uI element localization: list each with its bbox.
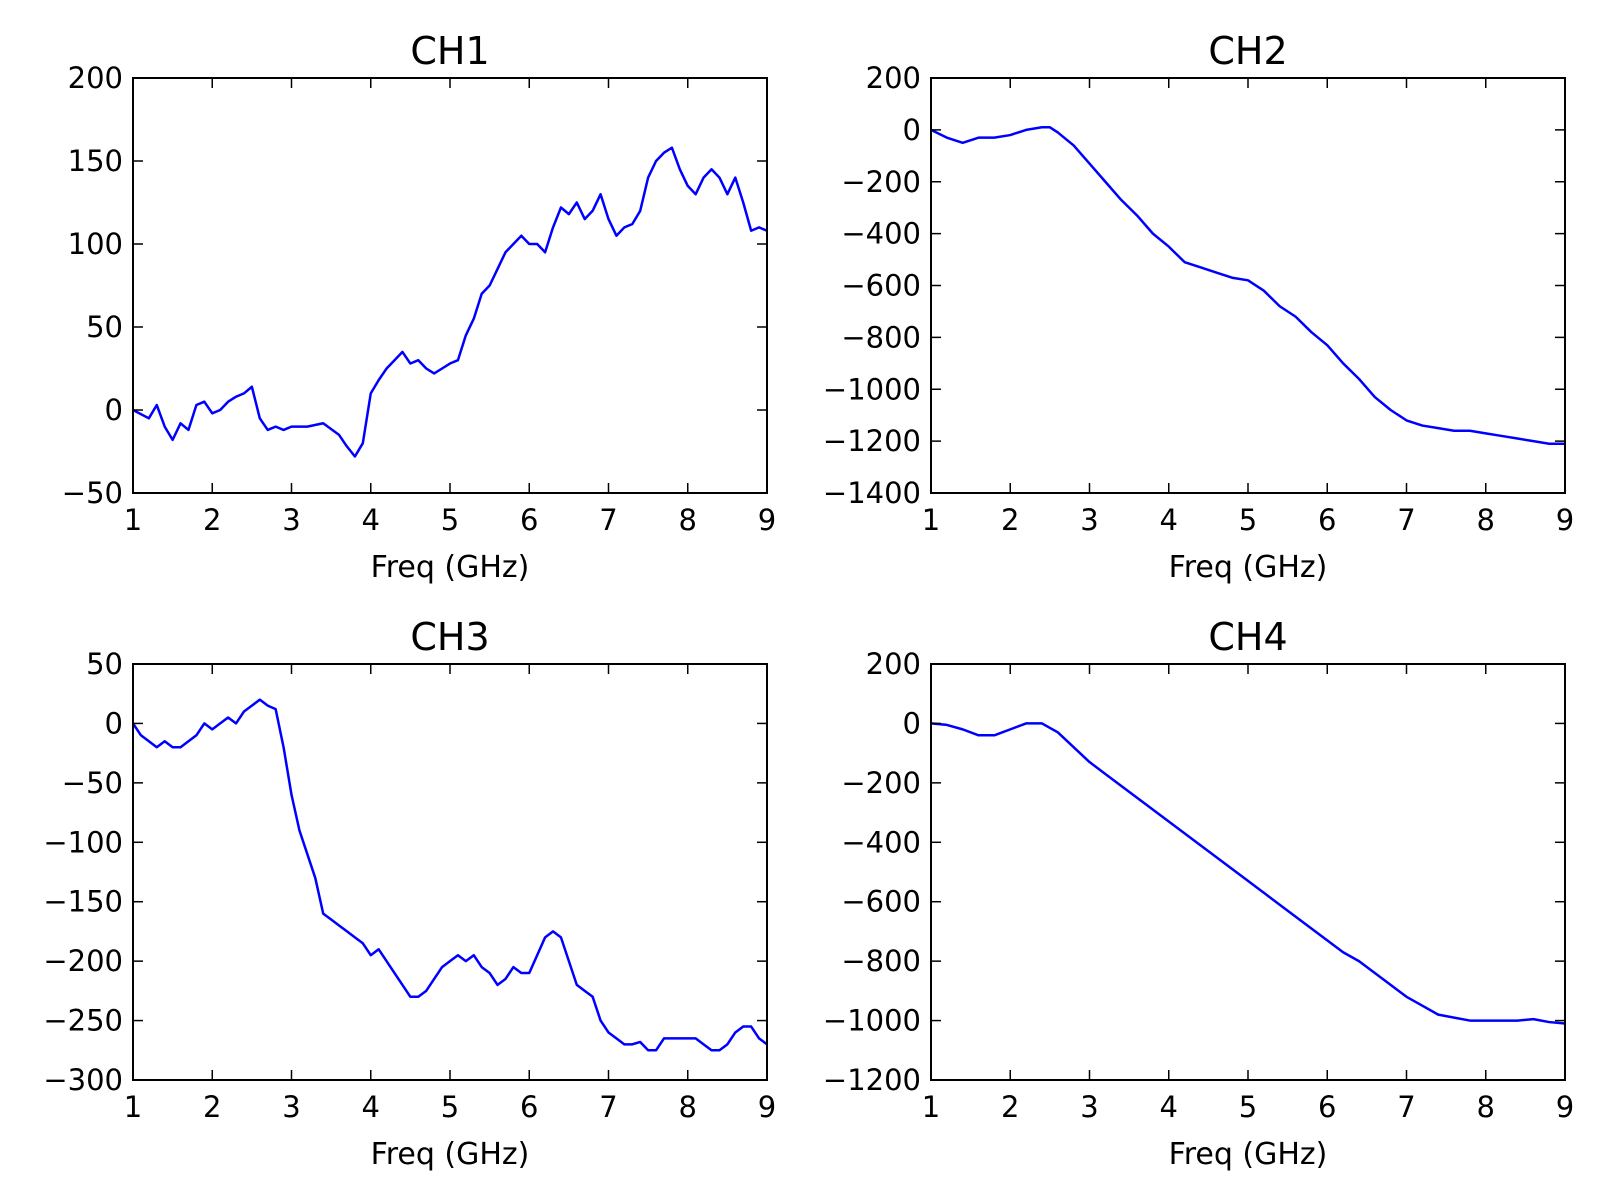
x-tick-label: 8	[679, 503, 697, 537]
plot-frame	[930, 663, 1566, 1081]
x-tick-label: 4	[362, 503, 380, 537]
data-line	[930, 722, 1566, 1025]
subplot-ch2: CH2 1 2 3 4 5 6 7 8 9 −1400 −1200 −1000 −800 −600 −400 −…	[823, 29, 1574, 585]
x-tick-label: 9	[758, 503, 776, 537]
y-tick-label: −300	[43, 1063, 123, 1097]
y-tick-label: −400	[841, 825, 921, 859]
x-tick-label: 3	[1080, 1090, 1098, 1124]
x-tick-label: 4	[1160, 1090, 1178, 1124]
y-tick-label: 0	[105, 393, 123, 427]
subplot-ch1: CH1 1 2 3 4 5 6 7 8 9 −50 0 50 100 150 200 Freq (GHz)	[62, 29, 776, 585]
x-tick-label: 6	[520, 503, 538, 537]
x-axis-label: Freq (GHz)	[371, 1137, 530, 1172]
y-tick-label: −50	[62, 476, 123, 510]
x-tick-label: 4	[362, 1090, 380, 1124]
x-tick-label: 5	[441, 503, 459, 537]
y-tick-label: 0	[903, 706, 921, 740]
x-tick-label: 5	[441, 1090, 459, 1124]
y-tick-label: −150	[43, 885, 123, 919]
data-line	[132, 146, 768, 458]
x-axis-label: Freq (GHz)	[371, 550, 530, 585]
y-tick-label: −600	[841, 885, 921, 919]
x-tick-label: 4	[1160, 503, 1178, 537]
y-tick-label: −250	[43, 1004, 123, 1038]
x-tick-label: 7	[599, 1090, 617, 1124]
y-tick-label: 200	[866, 647, 921, 681]
y-tick-label: −200	[841, 165, 921, 199]
x-axis-label: Freq (GHz)	[1169, 550, 1328, 585]
x-tick-label: 6	[520, 1090, 538, 1124]
x-tick-label: 7	[1397, 503, 1415, 537]
plot-title: CH4	[1208, 615, 1287, 659]
y-tick-label: −600	[841, 269, 921, 303]
plot-title: CH2	[1208, 29, 1287, 73]
y-tick-label: −1200	[823, 424, 921, 458]
x-tick-label: 1	[124, 1090, 142, 1124]
plot-title: CH3	[410, 615, 489, 659]
x-tick-label: 6	[1318, 503, 1336, 537]
y-tick-label: 0	[903, 113, 921, 147]
y-tick-label: −200	[841, 766, 921, 800]
x-tick-label: 7	[599, 503, 617, 537]
x-tick-label: 8	[679, 1090, 697, 1124]
y-tick-label: 200	[68, 61, 123, 95]
x-tick-label: 2	[1001, 1090, 1019, 1124]
x-tick-label: 6	[1318, 1090, 1336, 1124]
x-tick-label: 9	[1556, 503, 1574, 537]
plot-frame	[132, 663, 768, 1081]
x-tick-label: 8	[1477, 503, 1495, 537]
x-tick-label: 2	[1001, 503, 1019, 537]
y-tick-label: −400	[841, 217, 921, 251]
x-tick-label: 5	[1239, 1090, 1257, 1124]
y-tick-label: −1400	[823, 476, 921, 510]
x-tick-label: 9	[1556, 1090, 1574, 1124]
x-tick-label: 1	[922, 1090, 940, 1124]
x-tick-label: 1	[124, 503, 142, 537]
data-line	[131, 698, 768, 1052]
y-tick-label: −200	[43, 944, 123, 978]
y-tick-label: −1200	[823, 1063, 921, 1097]
y-tick-label: 100	[68, 227, 123, 261]
plot-title: CH1	[410, 29, 489, 73]
plot-frame	[132, 77, 768, 494]
x-tick-label: 1	[922, 503, 940, 537]
y-tick-label: 50	[86, 647, 123, 681]
x-tick-label: 9	[758, 1090, 776, 1124]
y-tick-label: 200	[866, 61, 921, 95]
y-tick-label: −100	[43, 825, 123, 859]
subplot-ch3: CH3 1 2 3 4 5 6 7 8 9 −300 −250 −200 −150 −100 −50 0 50 Fr…	[43, 615, 776, 1172]
x-tick-label: 7	[1397, 1090, 1415, 1124]
y-tick-label: −1000	[823, 1004, 921, 1038]
y-tick-label: 50	[86, 310, 123, 344]
y-tick-label: −50	[62, 766, 123, 800]
x-tick-label: 3	[282, 503, 300, 537]
x-axis-label: Freq (GHz)	[1169, 1137, 1328, 1172]
y-tick-label: 0	[105, 706, 123, 740]
x-tick-label: 2	[203, 1090, 221, 1124]
subplot-ch4: CH4 1 2 3 4 5 6 7 8 9 −1200 −1000 −800 −600 −400 −200 0 2…	[823, 615, 1574, 1172]
data-line	[930, 126, 1565, 445]
y-tick-label: −1000	[823, 372, 921, 406]
y-tick-label: 150	[68, 144, 123, 178]
x-tick-label: 3	[282, 1090, 300, 1124]
y-tick-label: −800	[841, 320, 921, 354]
x-tick-label: 2	[203, 503, 221, 537]
x-tick-label: 8	[1477, 1090, 1495, 1124]
x-tick-label: 3	[1080, 503, 1098, 537]
x-tick-label: 5	[1239, 503, 1257, 537]
y-tick-label: −800	[841, 944, 921, 978]
